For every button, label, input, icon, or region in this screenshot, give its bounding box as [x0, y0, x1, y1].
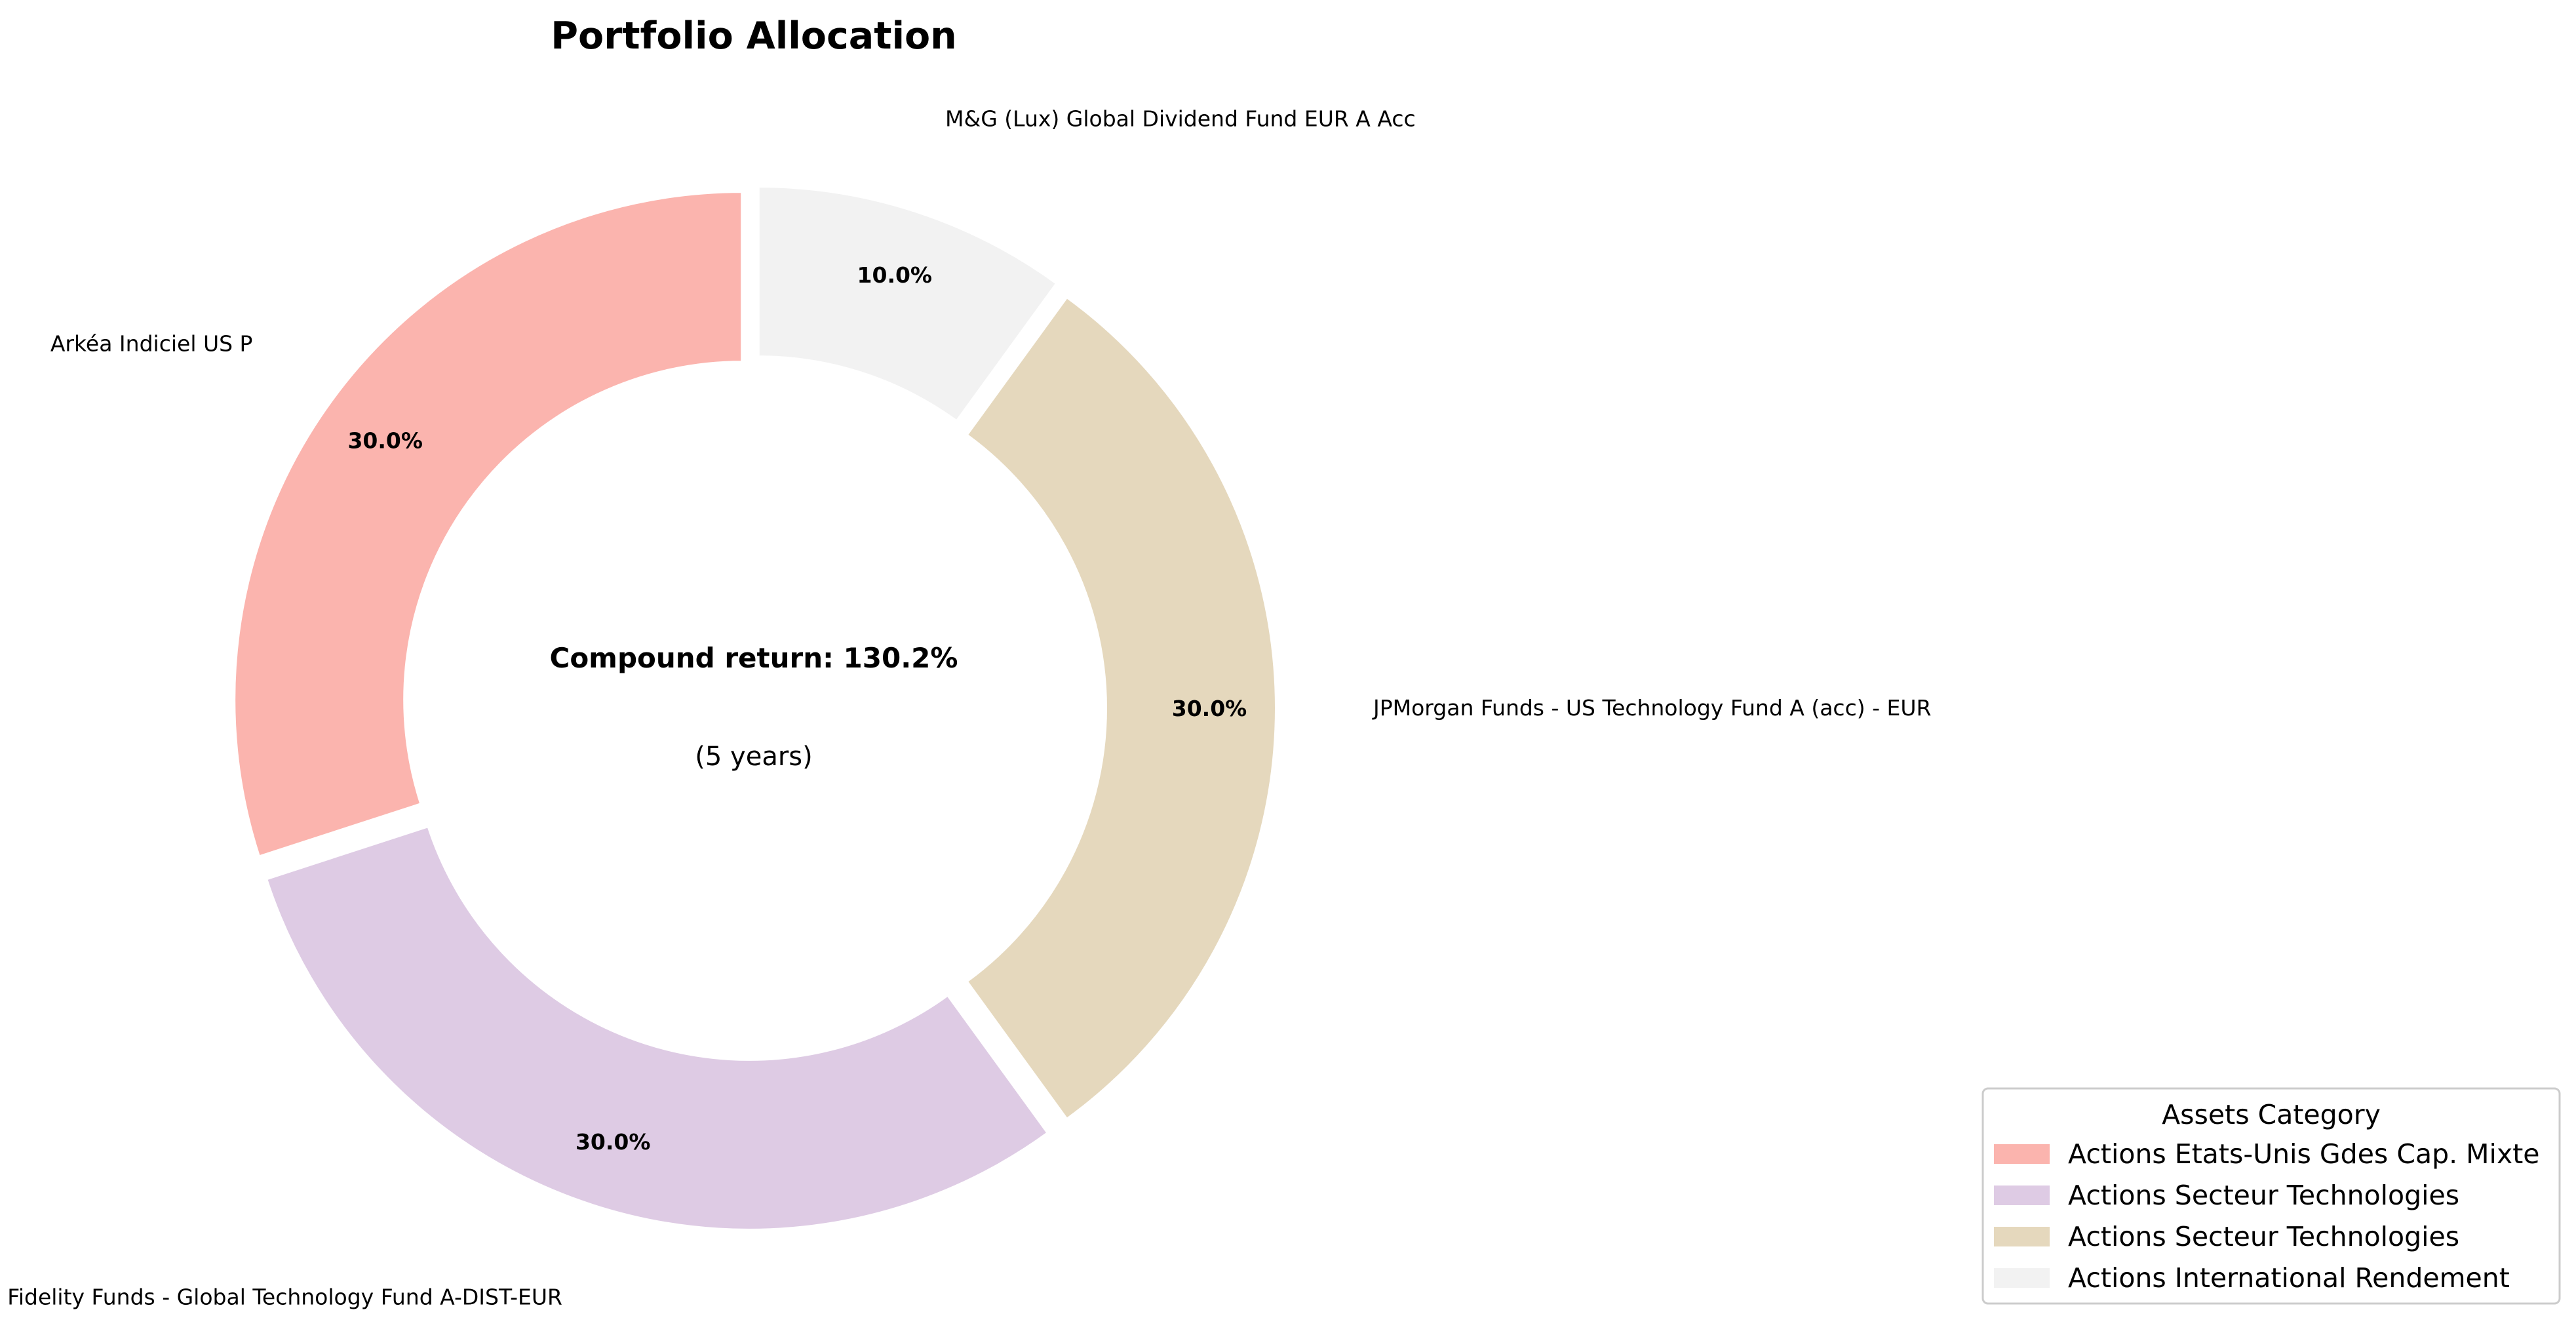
slice-percent-label: 30.0%: [347, 428, 423, 453]
slice-name-label: Arkéa Indiciel US P: [50, 331, 253, 357]
legend-box: [1981, 1087, 2561, 1305]
slices-group: [233, 185, 1278, 1231]
center-return-label: Compound return: 130.2%: [550, 642, 958, 674]
chart-title: Portfolio Allocation: [551, 14, 956, 58]
legend-swatch: [1994, 1186, 2050, 1205]
legend-title: Assets Category: [2162, 1099, 2381, 1130]
pie-slice: [964, 295, 1278, 1121]
pie-slice: [233, 190, 744, 859]
legend-swatch: [1994, 1144, 2050, 1164]
legend-entry-label: Actions Secteur Technologies: [2068, 1180, 2459, 1211]
pie-slice: [264, 824, 1050, 1231]
labels-group: Arkéa Indiciel US P 30.0% Fidelity Funds -…: [7, 106, 1931, 1309]
slice-name-label: JPMorgan Funds - US Technology Fund A (a…: [1372, 695, 1931, 721]
legend-swatch: [1994, 1268, 2050, 1288]
legend: Assets Category Actions Etats-Unis Gdes C…: [1981, 1087, 2561, 1305]
slice-name-label: Fidelity Funds - Global Technology Fund …: [7, 1285, 562, 1310]
center-period-label: (5 years): [695, 742, 812, 772]
slice-percent-label: 30.0%: [1172, 696, 1247, 721]
slice-percent-label: 30.0%: [576, 1129, 651, 1155]
legend-entry-label: Actions International Rendement: [2068, 1262, 2510, 1294]
legend-swatch: [1994, 1227, 2050, 1246]
legend-entry-label: Actions Secteur Technologies: [2068, 1221, 2459, 1252]
pie-slice: [756, 185, 1059, 424]
legend-entry-label: Actions Etats-Unis Gdes Cap. Mixte: [2068, 1138, 2540, 1170]
slice-percent-label: 10.0%: [857, 262, 933, 288]
slice-name-label: M&G (Lux) Global Dividend Fund EUR A Acc: [945, 106, 1416, 131]
